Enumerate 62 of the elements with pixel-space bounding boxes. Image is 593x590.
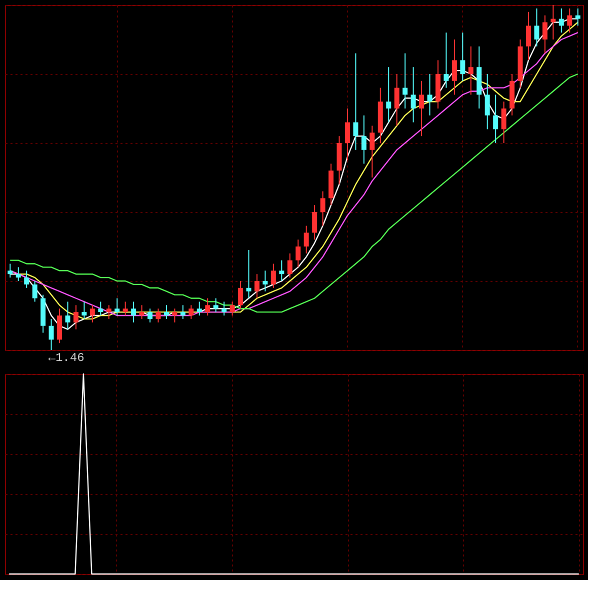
candlestick <box>526 11 531 61</box>
candlestick <box>493 94 498 144</box>
candlestick <box>254 274 260 299</box>
candlestick <box>296 239 301 268</box>
candlestick <box>534 8 540 47</box>
candlestick <box>287 252 292 278</box>
candlestick <box>394 74 400 126</box>
candlestick <box>353 52 358 150</box>
candlestick <box>156 308 161 323</box>
candlestick <box>312 204 318 240</box>
candlestick <box>468 46 474 96</box>
candlestick <box>402 52 408 109</box>
candlestick <box>410 66 416 123</box>
candlestick <box>188 304 194 320</box>
candlestick <box>427 74 432 116</box>
candlestick <box>222 301 227 316</box>
candlestick <box>262 270 268 292</box>
candlestick <box>90 304 95 323</box>
candlestick <box>444 32 449 88</box>
candlestick <box>230 301 235 316</box>
candlestick <box>24 270 30 288</box>
candlestick <box>452 39 457 96</box>
candlestick <box>65 301 70 330</box>
candlestick <box>558 8 564 34</box>
candlestick <box>114 298 120 316</box>
candlestick <box>180 304 186 320</box>
candlestick <box>196 301 202 316</box>
candlestick <box>238 280 244 310</box>
candlestick <box>542 14 548 54</box>
candlestick <box>82 301 87 320</box>
candlestick <box>16 266 21 282</box>
candlestick <box>205 298 210 316</box>
candlestick <box>246 249 252 299</box>
candlestick <box>98 301 104 316</box>
candlestick <box>344 108 350 161</box>
candlestick <box>172 308 178 323</box>
candlestick <box>460 32 466 82</box>
candlestick <box>131 301 136 323</box>
candlestick <box>32 280 38 302</box>
candlestick <box>213 298 218 313</box>
candlestick <box>139 304 144 320</box>
candlestick <box>106 304 112 320</box>
candlestick <box>73 304 78 330</box>
candlestick <box>122 301 128 316</box>
candlestick <box>320 190 326 226</box>
candlestick <box>386 66 392 123</box>
candlestick <box>361 114 366 164</box>
candlestick <box>370 125 375 178</box>
candlestick <box>567 8 572 34</box>
candlestick <box>8 263 13 278</box>
candlestick <box>550 4 556 40</box>
candlestick <box>164 304 169 320</box>
candlestick <box>419 80 424 137</box>
candlestick <box>48 318 54 350</box>
candlestick <box>279 260 284 282</box>
candlestick <box>270 263 276 288</box>
text: ←1.46 <box>48 351 84 365</box>
candlestick <box>148 308 153 323</box>
candlestick <box>501 101 506 144</box>
candlestick <box>484 74 490 130</box>
candlestick <box>575 8 580 26</box>
candlestick <box>304 225 309 254</box>
